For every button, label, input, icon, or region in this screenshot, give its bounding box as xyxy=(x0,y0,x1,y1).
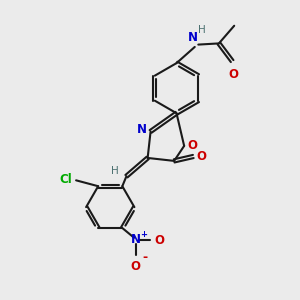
Text: N: N xyxy=(188,31,198,44)
Text: H: H xyxy=(111,166,119,176)
Text: O: O xyxy=(197,150,207,163)
Text: H: H xyxy=(198,25,206,34)
Text: O: O xyxy=(188,139,197,152)
Text: N: N xyxy=(137,123,147,136)
Text: O: O xyxy=(155,234,165,247)
Text: O: O xyxy=(130,260,141,272)
Text: Cl: Cl xyxy=(60,173,73,186)
Text: N: N xyxy=(130,233,141,246)
Text: +: + xyxy=(140,230,147,239)
Text: -: - xyxy=(142,251,147,264)
Text: O: O xyxy=(228,68,238,81)
